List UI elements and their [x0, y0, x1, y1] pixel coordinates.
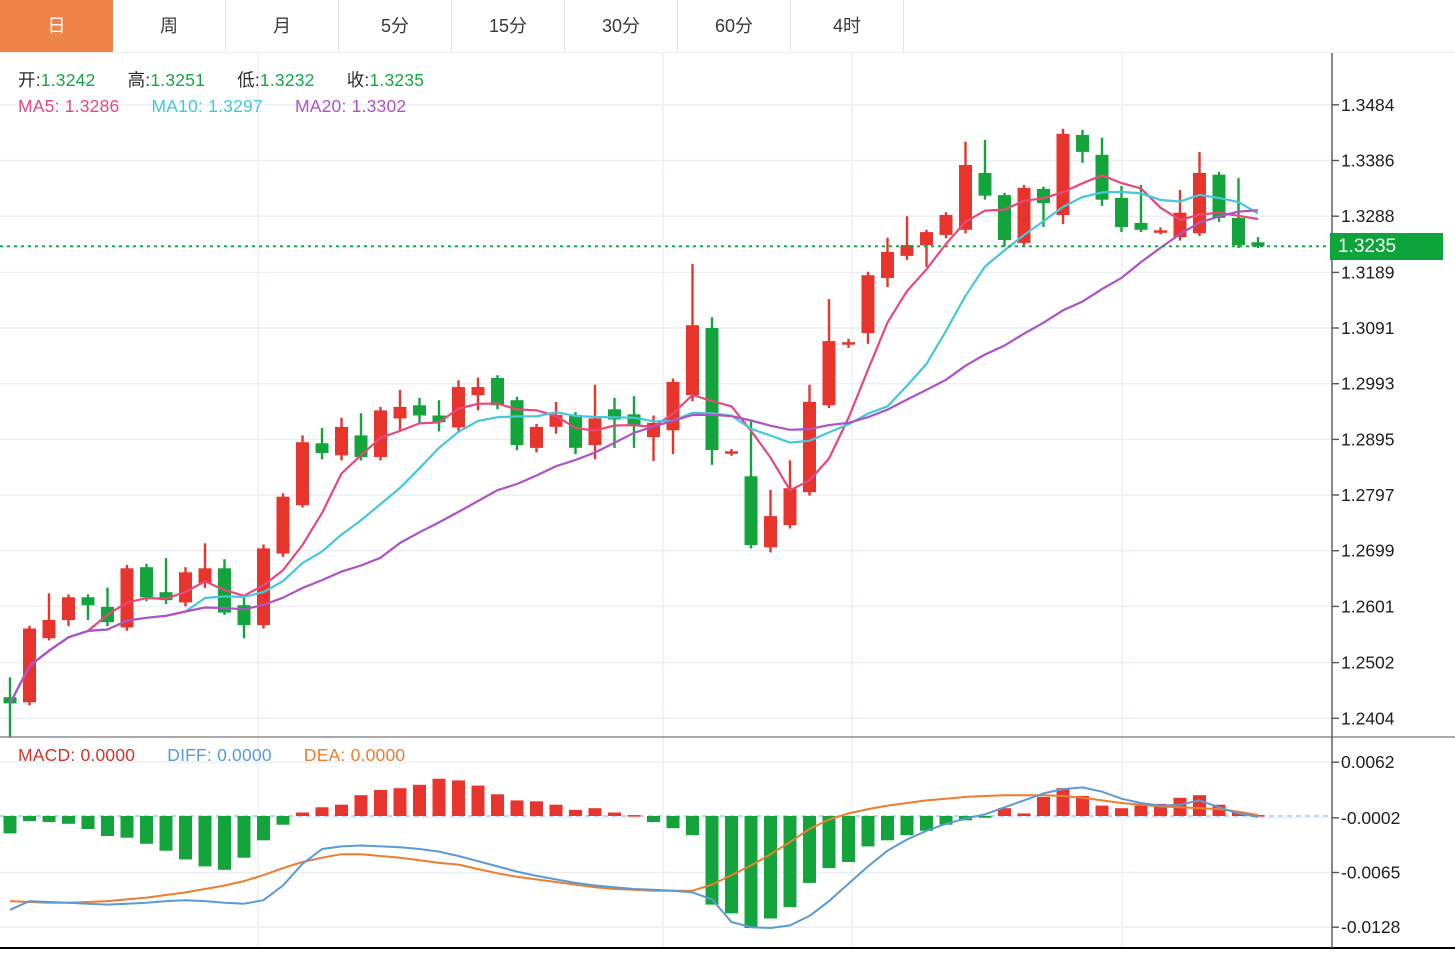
ma10-label: MA10:	[151, 96, 204, 116]
svg-text:1.3386: 1.3386	[1341, 151, 1395, 171]
ma10-value: 1.3297	[208, 96, 263, 116]
tab-week[interactable]: 周	[113, 0, 226, 52]
ma20-label: MA20:	[294, 96, 347, 116]
ma5-line	[9, 174, 1259, 705]
price-axis-labels: 1.3484 1.3386 1.3288 1.3189 1.3091 1.2993 1.28…	[1332, 95, 1395, 728]
svg-text:1.2404: 1.2404	[1341, 708, 1395, 728]
svg-text:1.2797: 1.2797	[1341, 485, 1395, 505]
ma-legend: MA5: 1.3286 MA10: 1.3297 MA20: 1.3302	[18, 96, 433, 117]
svg-text:1.2993: 1.2993	[1341, 374, 1395, 394]
ohlc-legend: 开:1.3242 高:1.3251 低:1.3232 收:1.3235	[18, 67, 451, 92]
svg-text:1.2502: 1.2502	[1341, 653, 1395, 673]
ma10-line	[9, 190, 1259, 705]
low-value: 1.3232	[259, 70, 315, 90]
gridlines	[0, 52, 1332, 948]
last-price-badge: 1.3235	[1330, 233, 1443, 261]
candles	[3, 128, 1265, 738]
tab-30min[interactable]: 30分	[565, 0, 678, 52]
svg-text:1.3484: 1.3484	[1341, 95, 1395, 115]
timeframe-tabbar: 日 周 月 5分 15分 30分 60分 4时	[0, 0, 1455, 53]
macd-legend: MACD: 0.0000 DIFF: 0.0000 DEA: 0.0000	[18, 745, 432, 766]
close-value: 1.3235	[369, 70, 425, 90]
dea-value: 0.0000	[350, 745, 406, 765]
high-value: 1.3251	[150, 70, 206, 90]
open-value: 1.3242	[40, 70, 96, 90]
macd-histogram	[3, 778, 1265, 928]
svg-text:-0.0128: -0.0128	[1341, 917, 1400, 937]
tab-15min[interactable]: 15分	[452, 0, 565, 52]
ma5-label: MA5:	[18, 96, 60, 116]
tab-day[interactable]: 日	[0, 0, 113, 52]
tab-4hour[interactable]: 4时	[791, 0, 904, 52]
diff-value: 0.0000	[217, 745, 272, 765]
macd-axis-labels: 0.0062 -0.0002 -0.0065 -0.0128	[1332, 752, 1400, 937]
tab-60min[interactable]: 60分	[678, 0, 791, 52]
axis-frame	[0, 52, 1455, 949]
svg-text:1.2699: 1.2699	[1341, 541, 1395, 561]
tab-month[interactable]: 月	[226, 0, 339, 52]
svg-text:-0.0065: -0.0065	[1341, 863, 1400, 883]
ma5-value: 1.3286	[64, 96, 120, 116]
svg-text:1.3288: 1.3288	[1341, 206, 1395, 226]
macd-value: 0.0000	[80, 745, 136, 765]
dea-label: DEA:	[303, 745, 346, 765]
high-label: 高:	[127, 70, 151, 90]
svg-text:1.3189: 1.3189	[1341, 262, 1395, 282]
ma20-line	[9, 209, 1259, 705]
ma20-value: 1.3302	[351, 96, 407, 116]
svg-text:1.2601: 1.2601	[1341, 596, 1395, 616]
diff-line	[9, 786, 1259, 929]
svg-text:-0.0002: -0.0002	[1341, 808, 1400, 828]
svg-text:1.3091: 1.3091	[1341, 318, 1395, 338]
diff-label: DIFF:	[167, 745, 212, 765]
svg-text:1.2895: 1.2895	[1341, 429, 1395, 449]
open-label: 开:	[18, 70, 41, 90]
low-label: 低:	[237, 70, 260, 90]
tab-5min[interactable]: 5分	[339, 0, 452, 52]
macd-label: MACD:	[18, 745, 76, 765]
svg-text:0.0062: 0.0062	[1341, 752, 1395, 772]
close-label: 收:	[346, 70, 370, 90]
